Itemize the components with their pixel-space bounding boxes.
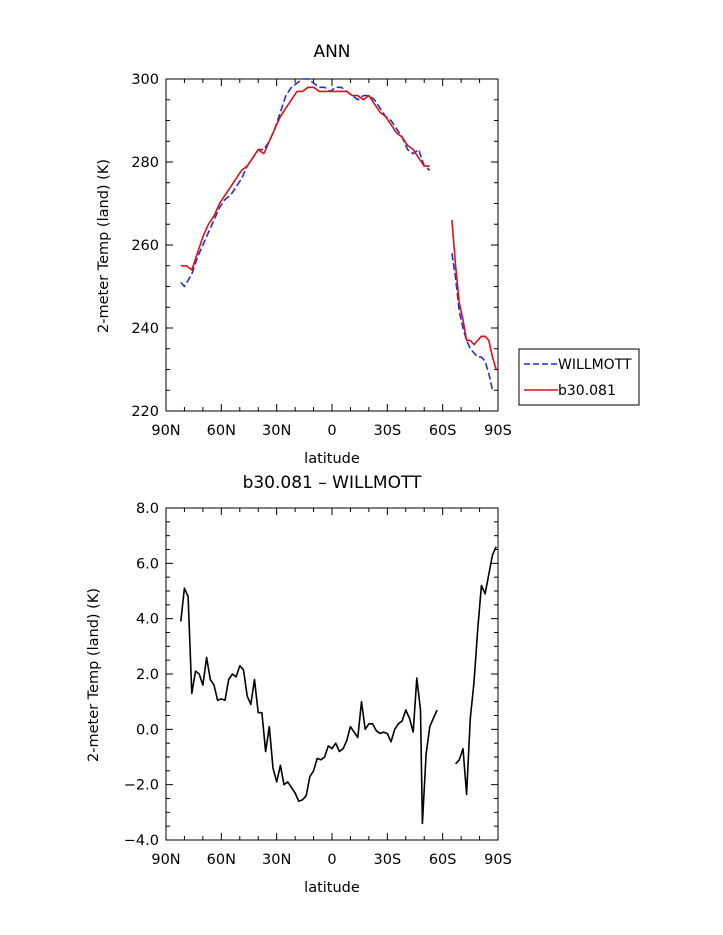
y-tick-label: 8.0 [136, 501, 159, 517]
legend: WILLMOTT b30.081 [518, 348, 640, 406]
series-line-0 [180, 587, 438, 825]
y-tick-labels: −4.0 −2.0 0.0 2.0 4.0 6.0 8.0 [124, 501, 159, 849]
y-tick-label: 280 [131, 155, 159, 171]
panel-title: b30.081 – WILLMOTT [243, 473, 422, 493]
x-tick-label: 30N [262, 423, 291, 439]
y-tick-label: −2.0 [124, 778, 159, 794]
x-tick-label: 60N [207, 423, 236, 439]
x-tick-labels: 90N 60N 30N 0 30S 60S 90S [151, 852, 511, 868]
series-line-1 [180, 86, 430, 271]
x-axis-label: latitude [304, 451, 360, 467]
panel-title: ANN [313, 42, 350, 62]
x-tick-label: 90N [151, 852, 180, 868]
legend-b30-label: b30.081 [558, 383, 616, 399]
difference-panel: b30.081 – WILLMOTT 90N 60N 30N 0 30S 60S 90S −… [86, 473, 512, 896]
y-tick-label: 300 [131, 72, 159, 88]
plot-frame [165, 78, 499, 412]
x-tick-label: 60S [429, 423, 457, 439]
y-tick-label: 0.0 [136, 722, 159, 738]
temperature-panel: ANN 90N 60N 30N 0 30S 60S 90S 220240260280300 … [96, 42, 640, 467]
x-tick-label: 30S [374, 852, 402, 868]
x-tick-label: 30S [374, 423, 402, 439]
x-tick-label: 90N [151, 423, 180, 439]
legend-box [518, 348, 640, 406]
y-tick-label: 2.0 [136, 667, 159, 683]
x-tick-label: 60N [207, 852, 236, 868]
series-line-0 [455, 546, 497, 796]
plot-area [165, 507, 499, 841]
plot-frame [165, 507, 499, 841]
y-axis-label: 2-meter Temp (land) (K) [86, 588, 102, 762]
y-tick-label: 4.0 [136, 612, 159, 628]
x-tick-label: 90S [484, 423, 512, 439]
y-tick-label: 240 [131, 321, 159, 337]
x-tick-label: 90S [484, 852, 512, 868]
series-line-0 [451, 253, 494, 391]
x-tick-label: 0 [327, 423, 336, 439]
y-tick-labels: 220 240 260 280 300 [131, 72, 159, 420]
y-axis-label: 2-meter Temp (land) (K) [96, 159, 112, 333]
x-tick-label: 0 [327, 852, 336, 868]
plot-area [165, 78, 499, 412]
series-line-1 [451, 220, 497, 370]
y-tick-label: 220 [131, 404, 159, 420]
x-axis-label: latitude [304, 880, 360, 896]
legend-willmott-label: WILLMOTT [558, 357, 632, 373]
y-tick-label: 260 [131, 238, 159, 254]
y-tick-label: −4.0 [124, 833, 159, 849]
x-tick-label: 30N [262, 852, 291, 868]
x-tick-labels: 90N 60N 30N 0 30S 60S 90S [151, 423, 511, 439]
series-line-0 [180, 78, 431, 288]
x-tick-label: 60S [429, 852, 457, 868]
y-tick-label: 6.0 [136, 556, 159, 572]
